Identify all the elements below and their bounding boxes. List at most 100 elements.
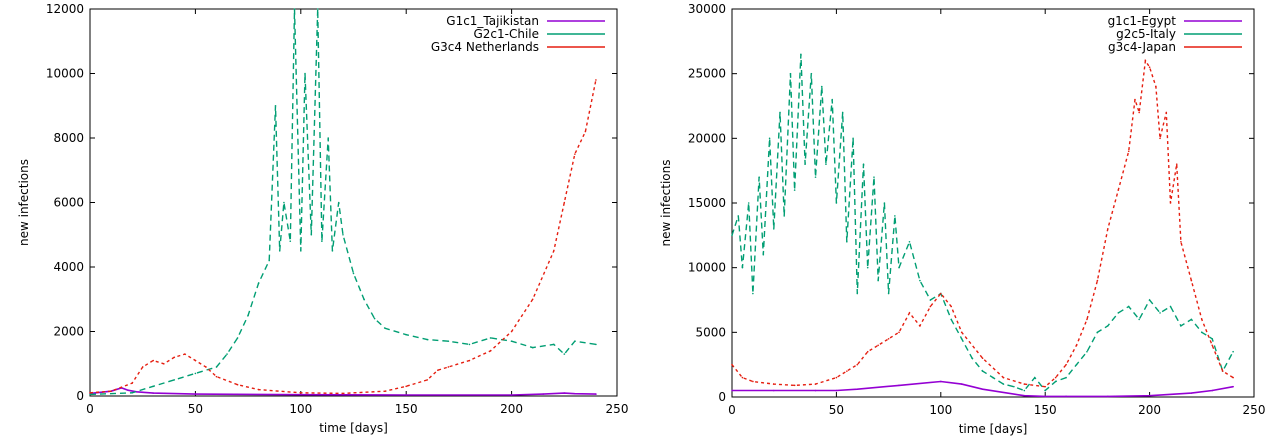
series-point bbox=[384, 390, 386, 392]
series-point bbox=[1044, 395, 1046, 398]
series-point bbox=[1086, 318, 1088, 321]
series-point bbox=[762, 253, 765, 256]
x-tick-label: 250 bbox=[1243, 403, 1266, 417]
series-point bbox=[800, 53, 802, 56]
series-point bbox=[1117, 312, 1120, 314]
series-point bbox=[1086, 350, 1088, 353]
series-point bbox=[960, 331, 963, 334]
series-point bbox=[531, 346, 534, 349]
series-point bbox=[373, 317, 376, 320]
series-point bbox=[310, 233, 313, 236]
series-point bbox=[940, 292, 942, 295]
series-point bbox=[563, 353, 566, 355]
series-point bbox=[950, 305, 953, 308]
series-point bbox=[856, 388, 859, 391]
series-point bbox=[510, 330, 513, 333]
series-point bbox=[293, 8, 296, 10]
series-point bbox=[489, 350, 492, 352]
series-point bbox=[257, 388, 260, 391]
series-point bbox=[1023, 389, 1026, 392]
series-point bbox=[278, 250, 281, 252]
series-point bbox=[152, 392, 155, 394]
x-tick-label: 200 bbox=[1138, 403, 1161, 417]
series-point bbox=[300, 393, 302, 396]
series-point bbox=[131, 391, 133, 394]
series-point bbox=[1023, 394, 1026, 397]
x-tick-label: 100 bbox=[289, 402, 312, 416]
plot-frame bbox=[731, 8, 1255, 398]
series-point bbox=[1065, 363, 1067, 366]
series-point bbox=[731, 389, 733, 392]
series-point bbox=[741, 266, 744, 269]
series-point bbox=[337, 201, 340, 204]
y-tick-label: 10000 bbox=[46, 67, 84, 81]
series-point bbox=[1211, 338, 1214, 340]
series-point bbox=[846, 370, 848, 372]
series-point bbox=[531, 298, 534, 301]
legend-label: g3c4-Japan bbox=[1108, 40, 1176, 54]
series-point bbox=[1159, 312, 1161, 314]
series-point bbox=[342, 392, 344, 395]
series-point bbox=[894, 215, 896, 217]
legend-label: G2c1-Chile bbox=[473, 27, 539, 41]
series-point bbox=[127, 389, 129, 391]
series-point bbox=[981, 357, 984, 360]
x-axis-label: time [days] bbox=[959, 422, 1028, 436]
y-tick-label: 30000 bbox=[688, 2, 726, 16]
series-point bbox=[574, 340, 576, 342]
series-point bbox=[542, 393, 545, 395]
series-point bbox=[1211, 344, 1214, 347]
series-point bbox=[1148, 66, 1151, 68]
series-point bbox=[908, 312, 911, 314]
series-point bbox=[173, 379, 176, 381]
y-tick-label: 25000 bbox=[688, 67, 726, 81]
series-point bbox=[929, 305, 932, 308]
series-point bbox=[810, 72, 813, 75]
series-point bbox=[877, 279, 879, 282]
series-point bbox=[919, 279, 921, 282]
series-point bbox=[1054, 380, 1057, 383]
series-point bbox=[1075, 363, 1078, 366]
series-point bbox=[1201, 318, 1203, 321]
series-point bbox=[1065, 395, 1067, 398]
series-point bbox=[1190, 279, 1193, 282]
series-point bbox=[1023, 383, 1026, 385]
series-point bbox=[289, 240, 292, 242]
series-point bbox=[563, 201, 566, 204]
series-point bbox=[1190, 318, 1193, 321]
x-tick-label: 150 bbox=[1034, 403, 1057, 417]
series-point bbox=[873, 176, 875, 178]
series-point bbox=[835, 389, 838, 392]
x-tick-label: 50 bbox=[188, 402, 203, 416]
series-point bbox=[152, 385, 155, 388]
series-point bbox=[960, 383, 963, 385]
series-point bbox=[1013, 385, 1015, 388]
series-point bbox=[1155, 85, 1157, 88]
series-point bbox=[552, 250, 555, 252]
series-point bbox=[1144, 59, 1147, 62]
series-point bbox=[110, 390, 112, 392]
y-tick-label: 0 bbox=[718, 390, 726, 404]
series-point bbox=[1169, 202, 1172, 204]
series-point bbox=[820, 85, 823, 88]
series-point bbox=[768, 137, 771, 140]
series-point bbox=[274, 104, 277, 107]
series-point bbox=[215, 366, 218, 368]
x-tick-label: 100 bbox=[929, 403, 952, 417]
series-point bbox=[919, 325, 921, 327]
series-point bbox=[971, 357, 973, 360]
series-point bbox=[1232, 385, 1234, 388]
series-point bbox=[552, 343, 555, 346]
series-point bbox=[908, 241, 911, 243]
series-point bbox=[835, 202, 838, 204]
series-point bbox=[1221, 370, 1224, 372]
series-point bbox=[405, 333, 408, 336]
series-point bbox=[405, 394, 408, 396]
series-point bbox=[1180, 325, 1182, 327]
series-point bbox=[731, 234, 733, 237]
legend-label: G1c1_Tajikistan bbox=[446, 14, 539, 28]
x-tick-label: 250 bbox=[606, 402, 629, 416]
series-point bbox=[1054, 376, 1057, 379]
series-point bbox=[510, 394, 513, 396]
series-point bbox=[384, 327, 386, 330]
